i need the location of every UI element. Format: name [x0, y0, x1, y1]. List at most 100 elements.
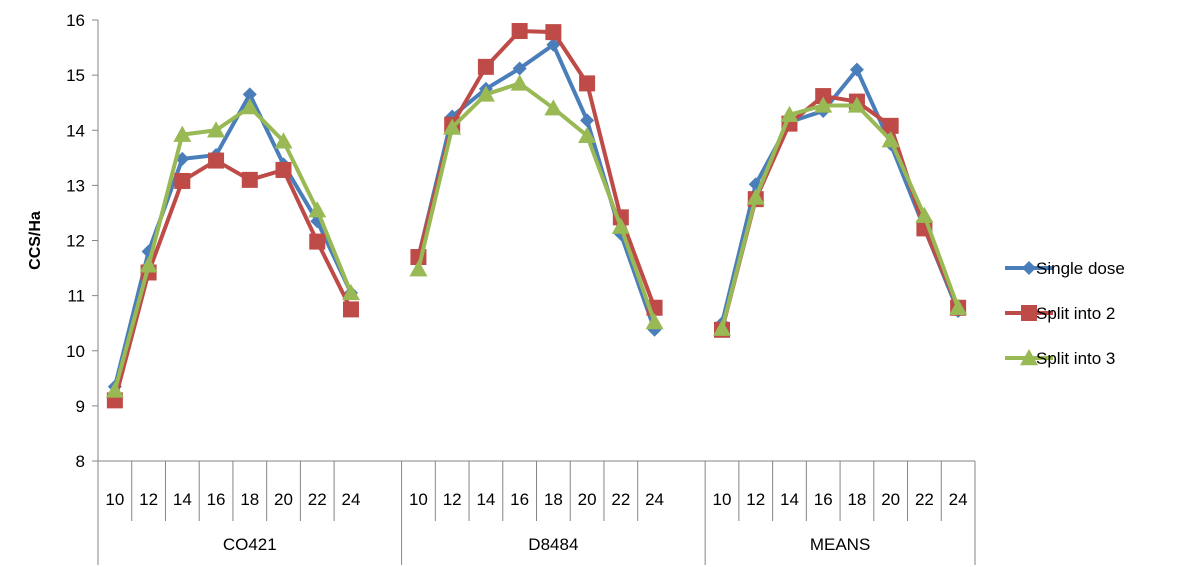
- data-point: [746, 188, 765, 205]
- x-group-label: CO421: [223, 535, 277, 554]
- x-tick-label: 22: [915, 490, 934, 509]
- x-tick-label: 20: [578, 490, 597, 509]
- data-point: [105, 381, 124, 398]
- legend-label: Split into 3: [1036, 349, 1115, 368]
- y-tick-label: 16: [66, 11, 85, 30]
- legend-label: Split into 2: [1036, 304, 1115, 323]
- data-point: [915, 206, 934, 223]
- x-group-label: MEANS: [810, 535, 870, 554]
- data-point: [240, 98, 259, 115]
- data-point: [443, 118, 462, 135]
- x-group-label: D8484: [528, 535, 578, 554]
- data-point: [241, 171, 258, 188]
- data-point: [309, 233, 326, 250]
- legend: Single dose Split into 2 Split into 3: [1005, 259, 1125, 368]
- x-tick-label: 10: [713, 490, 732, 509]
- x-tick-label: 14: [476, 490, 495, 509]
- y-tick-label: 13: [66, 176, 85, 195]
- series-line: [720, 103, 961, 330]
- x-tick-label: 24: [342, 490, 361, 509]
- data-point: [780, 105, 799, 123]
- data-point: [512, 61, 527, 76]
- series-line: [112, 105, 353, 391]
- x-tick-label: 16: [207, 490, 226, 509]
- series-split-into-2: [106, 23, 967, 409]
- y-tick-label: 12: [66, 232, 85, 251]
- data-point: [814, 96, 833, 113]
- data-point: [546, 37, 561, 52]
- series-split-into-3: [105, 74, 968, 398]
- x-tick-label: 12: [443, 490, 462, 509]
- y-axis-title: CCS/Ha: [27, 211, 44, 270]
- data-point: [882, 117, 899, 134]
- data-point: [511, 23, 528, 40]
- y-axis: 8 9 10 11 12 13 14 15 16: [66, 11, 99, 471]
- data-point: [849, 62, 864, 77]
- x-tick-label: 10: [105, 490, 124, 509]
- legend-marker: [1021, 305, 1037, 321]
- data-point: [881, 131, 900, 148]
- data-point: [545, 24, 562, 41]
- y-tick-label: 9: [76, 397, 85, 416]
- series-single-dose: [107, 37, 966, 394]
- data-point: [949, 298, 968, 315]
- x-tick-label: 24: [949, 490, 968, 509]
- x-tick-label: 10: [409, 490, 428, 509]
- x-tick-label: 12: [139, 490, 158, 509]
- data-point: [580, 113, 595, 128]
- data-point: [173, 125, 192, 142]
- x-tick-label: 14: [173, 490, 192, 509]
- series-line: [416, 42, 657, 331]
- x-tick-label: 20: [881, 490, 900, 509]
- y-tick-label: 10: [66, 342, 85, 361]
- x-tick-label: 18: [847, 490, 866, 509]
- y-tick-label: 15: [66, 66, 85, 85]
- data-point: [242, 87, 257, 102]
- data-point: [611, 217, 630, 234]
- legend-item: Split into 2: [1005, 304, 1115, 323]
- data-point: [847, 96, 866, 113]
- data-point: [579, 75, 596, 92]
- legend-item: Single dose: [1005, 259, 1125, 278]
- data-point: [713, 319, 732, 336]
- x-tick-label: 14: [780, 490, 799, 509]
- data-point: [274, 132, 293, 149]
- data-point: [815, 88, 832, 105]
- x-axis: 10 12 14 16 18 20 22 24 CO421 10 12 14 16 18 20 22 24 D84…: [97, 460, 976, 565]
- data-point: [207, 121, 226, 138]
- data-point: [275, 161, 292, 178]
- plot-area: [105, 23, 968, 409]
- x-tick-label: 18: [544, 490, 563, 509]
- series-line: [416, 29, 657, 309]
- data-point: [476, 85, 495, 102]
- data-point: [139, 256, 158, 273]
- data-point: [308, 201, 327, 218]
- series-line: [112, 158, 353, 401]
- x-tick-label: 24: [645, 490, 664, 509]
- x-tick-label: 18: [240, 490, 259, 509]
- legend-label: Single dose: [1036, 259, 1125, 278]
- series-line: [416, 81, 657, 323]
- data-point: [208, 152, 225, 169]
- legend-marker: [1020, 349, 1038, 366]
- x-tick-label: 12: [746, 490, 765, 509]
- data-point: [341, 283, 360, 301]
- x-tick-label: 16: [814, 490, 833, 509]
- data-point: [174, 172, 191, 189]
- data-point: [544, 99, 563, 116]
- x-tick-label: 22: [611, 490, 630, 509]
- y-tick-label: 8: [76, 452, 85, 471]
- x-tick-label: 22: [308, 490, 327, 509]
- data-point: [477, 58, 494, 75]
- data-point: [645, 313, 664, 330]
- x-tick-label: 20: [274, 490, 293, 509]
- legend-item: Split into 3: [1005, 349, 1115, 368]
- legend-marker: [1022, 261, 1036, 275]
- data-point: [342, 301, 359, 318]
- x-tick-label: 16: [510, 490, 529, 509]
- data-point: [578, 126, 597, 143]
- data-point: [409, 260, 428, 277]
- y-tick-label: 14: [66, 121, 85, 140]
- data-point: [510, 74, 529, 91]
